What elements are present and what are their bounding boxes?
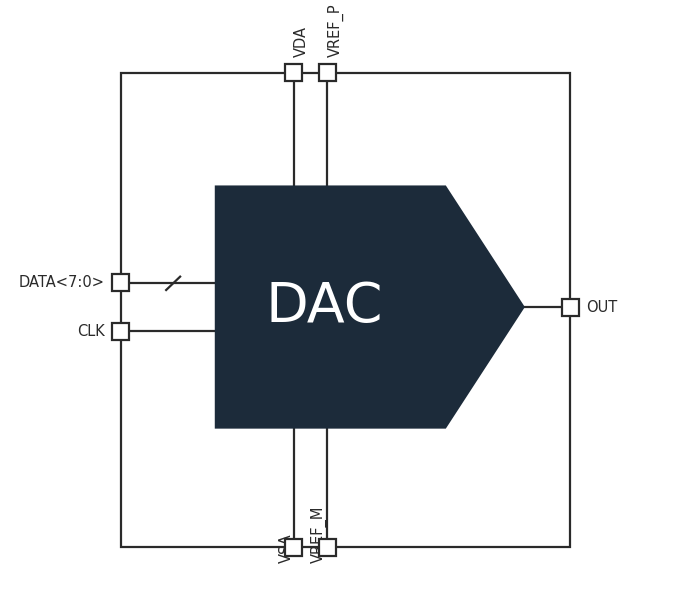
Text: VREF_P: VREF_P (328, 4, 343, 57)
Bar (120, 73, 571, 547)
Text: DAC: DAC (265, 280, 383, 334)
Bar (319, 539, 336, 556)
Text: VSA: VSA (279, 533, 294, 563)
Text: VDA: VDA (294, 26, 309, 57)
Text: VREF_M: VREF_M (311, 506, 328, 563)
Bar (285, 64, 303, 81)
Bar (112, 274, 129, 291)
Bar (285, 539, 303, 556)
Bar (112, 323, 129, 340)
Text: OUT: OUT (586, 300, 618, 314)
Bar (562, 299, 579, 316)
Polygon shape (215, 185, 525, 429)
Bar (319, 64, 336, 81)
Text: DATA<7:0>: DATA<7:0> (19, 275, 105, 290)
Text: CLK: CLK (77, 324, 105, 339)
